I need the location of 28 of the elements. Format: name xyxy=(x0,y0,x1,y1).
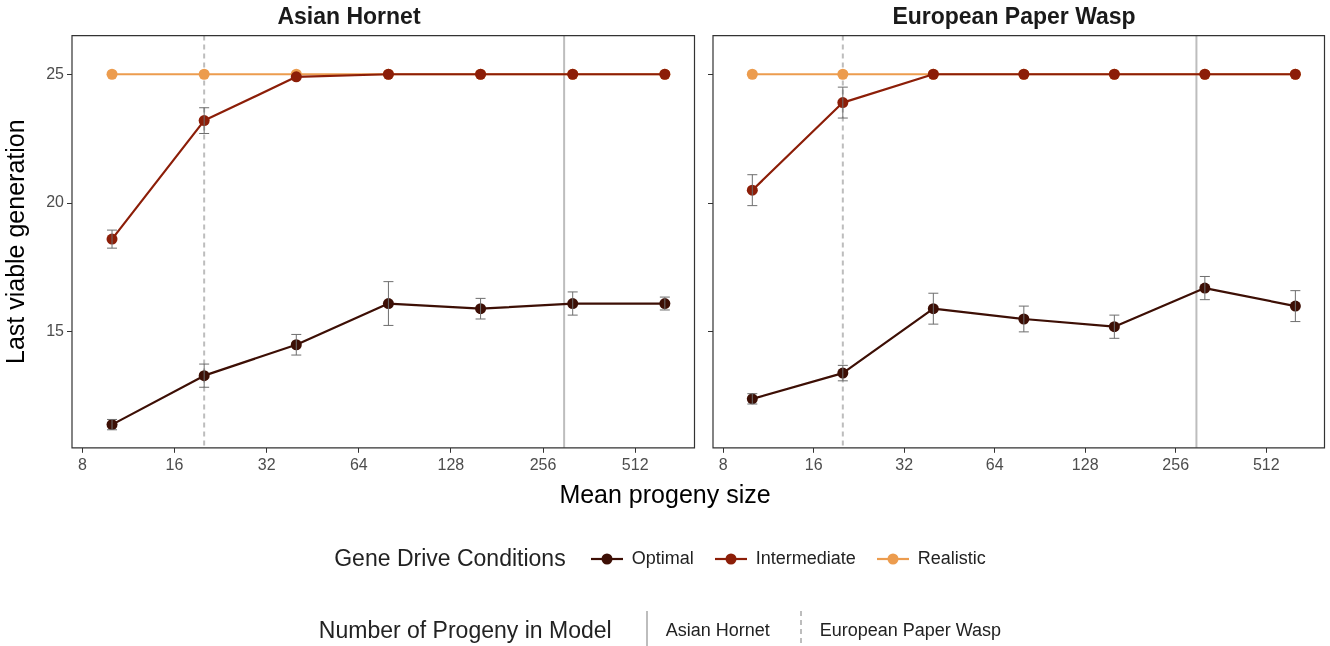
y-tick-label: 25 xyxy=(46,64,65,82)
x-tick-label: 32 xyxy=(895,455,914,473)
x-axis-title: Mean progeny size xyxy=(558,480,772,509)
x-tick-label: 16 xyxy=(804,455,823,473)
y-tick-label: 20 xyxy=(46,193,65,211)
legend-label: Optimal xyxy=(631,548,694,569)
x-tick-label: 256 xyxy=(1162,455,1190,473)
x-tick-label: 64 xyxy=(985,455,1004,473)
chart-title: Asian Hornet xyxy=(277,3,421,30)
x-tick-label: 128 xyxy=(1071,455,1099,473)
x-tick-label: 8 xyxy=(77,455,87,473)
legend-label: Intermediate xyxy=(755,548,856,569)
x-tick-label: 16 xyxy=(165,455,184,473)
x-tick-label: 512 xyxy=(621,455,649,473)
chart-title: European Paper Wasp xyxy=(892,3,1136,30)
y-axis-title: Last viable generation xyxy=(0,119,29,365)
legend-title: Gene Drive Conditions xyxy=(334,545,566,572)
legend-label: Realistic xyxy=(917,548,986,569)
x-tick-label: 32 xyxy=(257,455,276,473)
y-tick-label: 15 xyxy=(46,322,65,340)
x-tick-label: 256 xyxy=(529,455,557,473)
legend-label: Asian Hornet xyxy=(665,619,770,641)
text: Number of Progeny in Model xyxy=(318,616,612,644)
legend-label: European Paper Wasp xyxy=(819,619,1002,641)
x-tick-label: 128 xyxy=(437,455,465,473)
x-tick-label: 512 xyxy=(1252,455,1280,473)
x-tick-label: 64 xyxy=(349,455,368,473)
x-tick-label: 8 xyxy=(718,455,728,473)
